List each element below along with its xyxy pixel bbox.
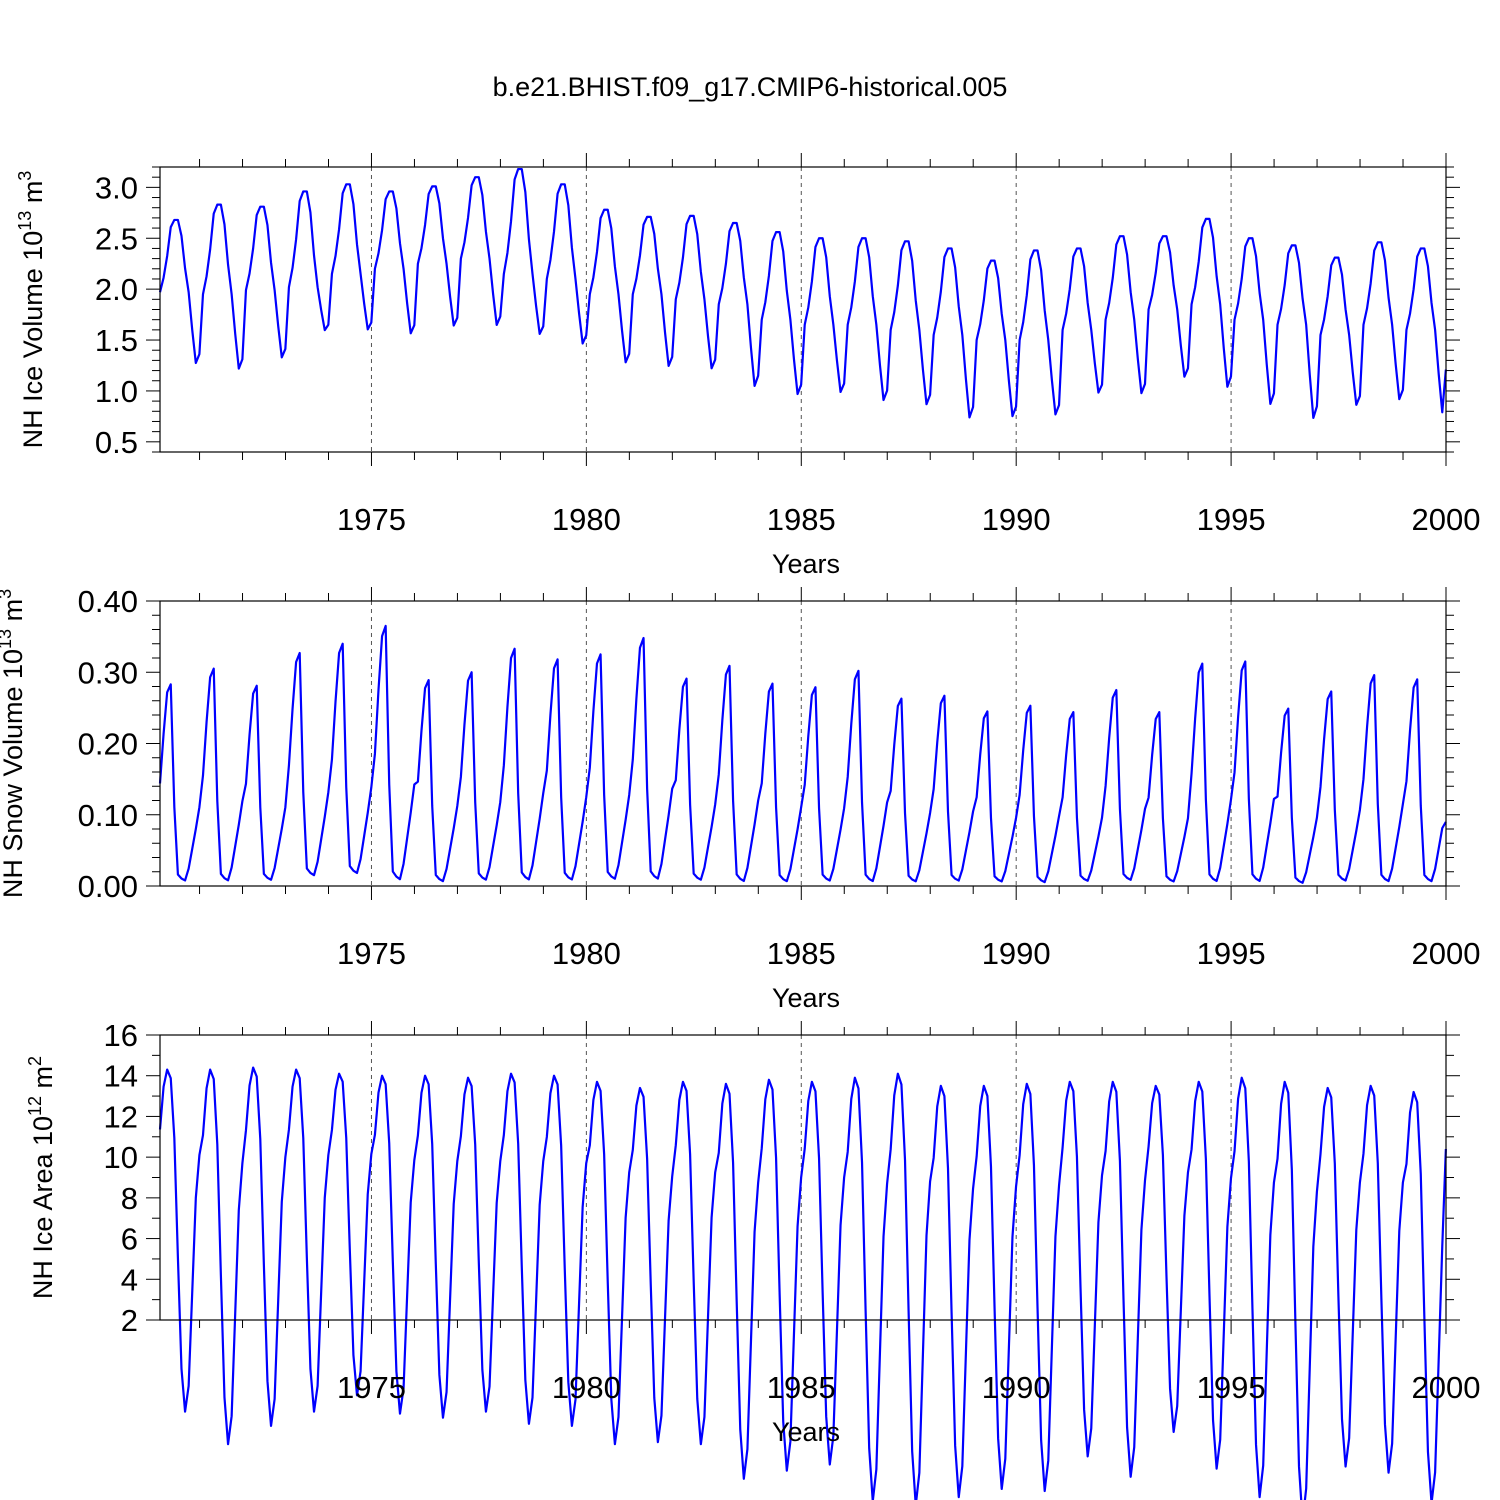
ice-volume-series-line (158, 167, 1447, 420)
y-tick-label: 0.30 (78, 655, 138, 690)
x-tick-label: 1990 (982, 1370, 1051, 1405)
y-tick-label: 2.5 (95, 221, 138, 256)
plot-frame (159, 600, 1447, 887)
y-tick-label: 12 (104, 1099, 138, 1134)
x-tick-label: 2000 (1412, 1370, 1481, 1405)
snow-volume-panel: 0.00 0.10 0.20 0.30 0.40 1975 1980 1985 1990 1995… (0, 584, 1480, 1013)
y-axis-label: NH Snow Volume 1013 m3 (0, 589, 28, 898)
y-tick-label: 8 (121, 1181, 138, 1216)
x-tick-label: 1995 (1197, 1370, 1266, 1405)
snow-volume-series-line (158, 624, 1447, 884)
x-tick-label: 1975 (337, 502, 406, 537)
x-tick-label: 1980 (552, 936, 621, 971)
x-tick-label: 1975 (337, 1370, 406, 1405)
ice-volume-panel: 0.5 1.0 1.5 2.0 2.5 3.0 1975 1980 1985 1990 1995 20… (15, 153, 1480, 579)
x-tick-label: 2000 (1412, 502, 1481, 537)
x-tick-label: 1980 (552, 502, 621, 537)
x-tick-label: 1990 (982, 936, 1051, 971)
y-tick-label: 16 (104, 1018, 138, 1053)
y-tick-label: 0.20 (78, 727, 138, 762)
x-tick-label: 1975 (337, 936, 406, 971)
x-axis-label: Years (772, 549, 840, 579)
y-axis-label: NH Ice Volume 1013 m3 (15, 171, 48, 449)
y-axis-label: NH Ice Area 1012 m2 (25, 1056, 58, 1299)
y-tick-label: 6 (121, 1222, 138, 1257)
x-tick-label: 1985 (767, 502, 836, 537)
y-tick-label: 0.00 (78, 869, 138, 904)
y-tick-label: 2.0 (95, 272, 138, 307)
y-tick-label: 2 (121, 1303, 138, 1338)
y-tick-label: 0.5 (95, 425, 138, 460)
x-tick-label: 1990 (982, 502, 1051, 537)
plot-frame (159, 1034, 1447, 1321)
figure-title: b.e21.BHIST.f09_g17.CMIP6-historical.005 (492, 72, 1008, 102)
x-tick-label: 1980 (552, 1370, 621, 1405)
x-tick-label: 1985 (767, 936, 836, 971)
y-tick-label: 14 (104, 1059, 138, 1094)
x-tick-label: 1985 (767, 1370, 836, 1405)
x-tick-label: 1995 (1197, 936, 1266, 971)
x-axis-label: Years (772, 983, 840, 1013)
y-tick-label: 1.0 (95, 374, 138, 409)
y-tick-label: 4 (121, 1262, 138, 1297)
ice-area-series-line (158, 1066, 1447, 1500)
x-tick-label: 2000 (1412, 936, 1481, 971)
y-tick-label: 10 (104, 1140, 138, 1175)
y-tick-label: 0.40 (78, 584, 138, 619)
x-tick-label: 1995 (1197, 502, 1266, 537)
y-tick-label: 1.5 (95, 323, 138, 358)
x-axis-label: Years (772, 1417, 840, 1447)
ice-area-panel: 2 4 6 8 10 12 14 16 1975 1980 1985 1990 1995 2000 Year… (25, 1018, 1480, 1500)
y-tick-label: 3.0 (95, 170, 138, 205)
y-tick-label: 0.10 (78, 798, 138, 833)
